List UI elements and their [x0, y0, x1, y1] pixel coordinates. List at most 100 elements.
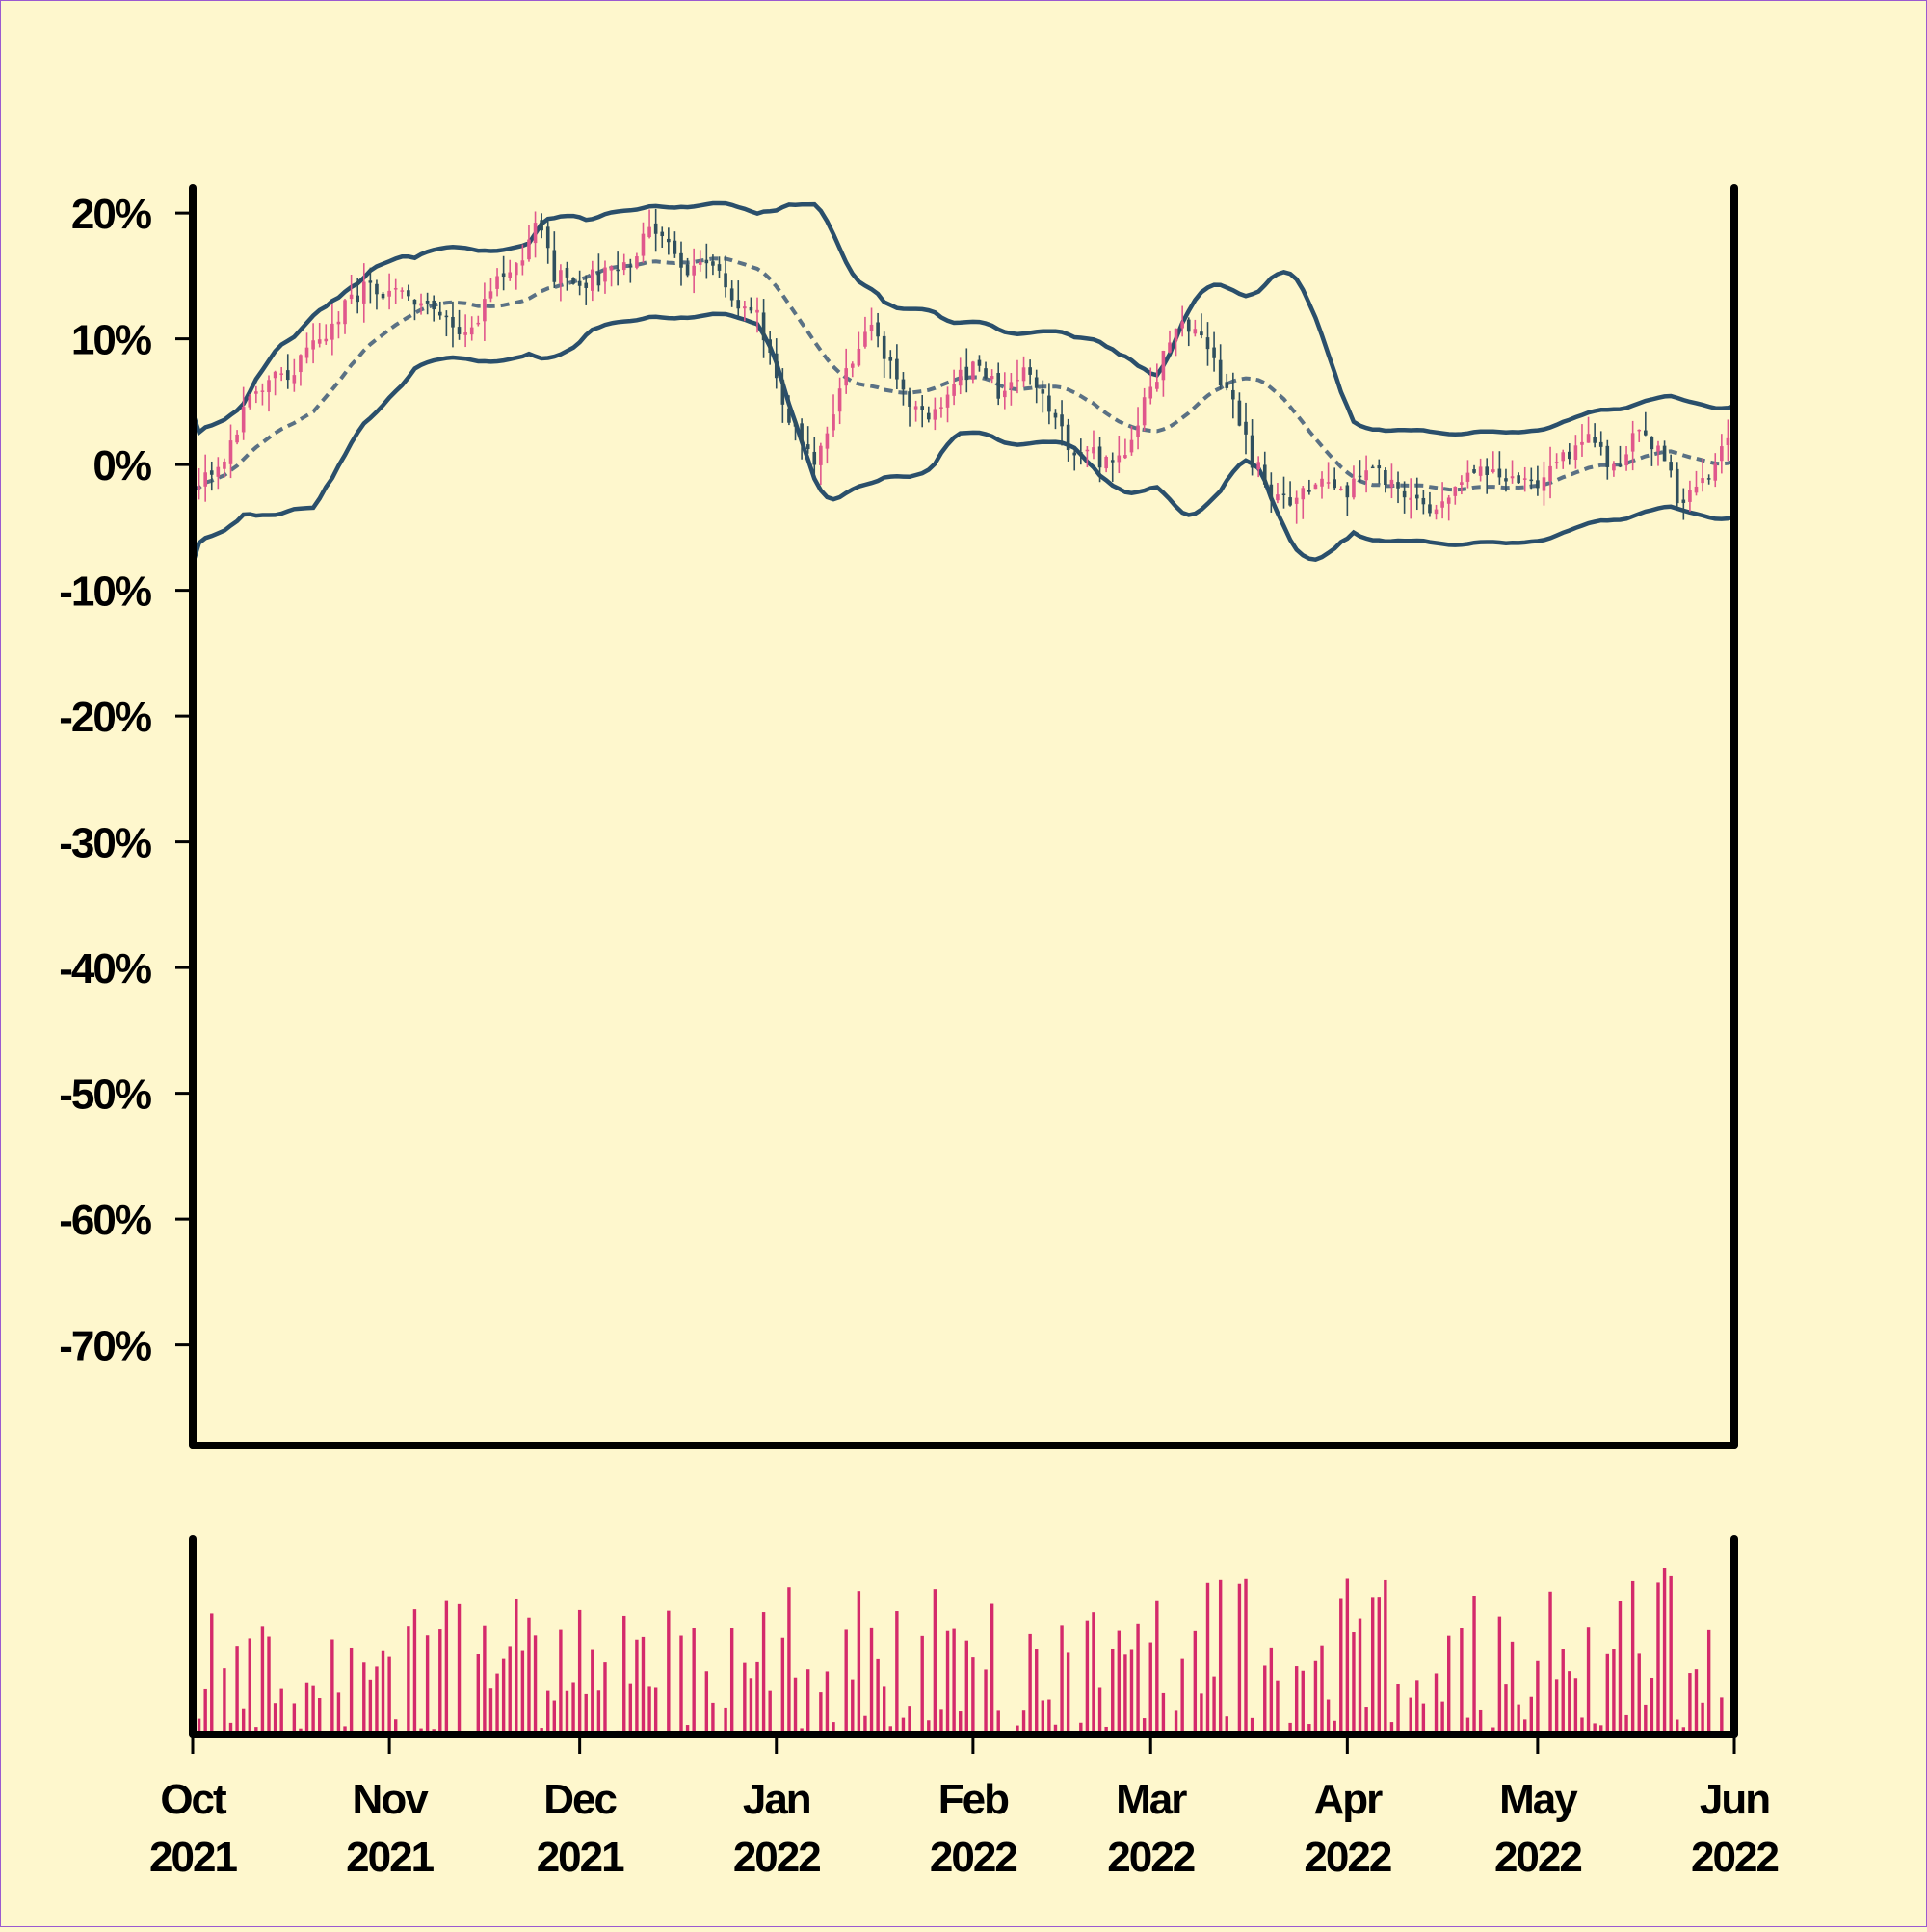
volume-bar: [1548, 1592, 1551, 1734]
candle-body: [1498, 469, 1502, 478]
candle-body: [203, 472, 207, 487]
candle-body: [419, 304, 423, 306]
volume-bar: [1440, 1702, 1443, 1734]
candle-body: [826, 434, 830, 449]
candle-body: [286, 370, 290, 380]
volume-bar: [387, 1657, 390, 1734]
volume-bar: [750, 1678, 752, 1734]
volume-bar: [1118, 1631, 1121, 1734]
volume-bar: [369, 1680, 372, 1734]
x-tick-year: 2022: [1691, 1834, 1778, 1881]
candle-body: [667, 239, 671, 242]
candle-body: [546, 226, 550, 248]
candle-body: [1548, 466, 1552, 481]
candle-body: [476, 323, 480, 325]
candle-body: [863, 331, 867, 346]
candle-body: [1574, 445, 1578, 460]
candle-body: [724, 273, 727, 287]
candle-body: [902, 380, 906, 390]
candle-body: [356, 296, 359, 302]
candle-body: [1529, 480, 1533, 482]
volume-bar: [908, 1706, 911, 1734]
volume-bar: [794, 1678, 797, 1734]
candle-body: [673, 241, 677, 254]
volume-bar: [755, 1662, 758, 1734]
candle-body: [387, 291, 391, 297]
candle-body: [1676, 469, 1679, 503]
candle-body: [242, 407, 246, 432]
candle-body: [964, 367, 968, 380]
candle-body: [534, 223, 538, 243]
volume-bar: [1346, 1578, 1349, 1734]
volume-bar: [1352, 1632, 1355, 1734]
candle-body: [1619, 464, 1623, 466]
volume-axes: [193, 1539, 1734, 1734]
volume-bar: [647, 1686, 650, 1734]
volume-bar: [1295, 1666, 1298, 1734]
candle-body: [324, 339, 328, 341]
candle-body: [705, 260, 709, 264]
volume-panel: Oct2021Nov2021Dec2021Jan2022Feb2022Mar20…: [149, 1539, 1778, 1881]
lower-band: [193, 314, 1734, 564]
candle-body: [375, 284, 379, 295]
candle-body: [559, 270, 563, 283]
candle-body: [812, 452, 816, 465]
volume-bar: [515, 1599, 517, 1734]
candle-body: [1155, 382, 1159, 389]
candle-body: [1231, 390, 1235, 399]
volume-bar: [870, 1628, 873, 1734]
volume-bar: [1327, 1700, 1330, 1734]
candle-body: [1010, 382, 1014, 388]
candle-body: [876, 322, 880, 336]
volume-bar: [642, 1637, 645, 1734]
volume-bar: [1530, 1697, 1533, 1734]
volume-bar: [1631, 1581, 1634, 1734]
candle-body: [1720, 446, 1724, 461]
candle-body: [311, 340, 315, 349]
volume-bar: [502, 1659, 505, 1734]
x-tick-year: 2021: [346, 1834, 434, 1881]
candle-body: [603, 268, 607, 282]
volume-bar: [274, 1703, 277, 1734]
volume-bar: [1536, 1661, 1539, 1734]
candle-body: [1282, 493, 1286, 495]
x-tick-year: 2022: [1494, 1834, 1581, 1881]
volume-bar: [819, 1692, 822, 1734]
candle-body: [1561, 452, 1565, 461]
volume-bar: [1060, 1625, 1063, 1734]
candle-body: [1377, 465, 1381, 468]
candle-body: [939, 407, 943, 409]
candle-body: [451, 317, 455, 328]
y-tick-label: -10%: [59, 569, 151, 616]
volume-bars: [191, 1568, 1735, 1734]
candle-body: [1713, 463, 1717, 480]
volume-bar: [210, 1613, 213, 1734]
candle-body: [750, 307, 753, 310]
candle-body: [1669, 462, 1673, 470]
candle-body: [248, 396, 251, 407]
y-tick-label: 20%: [71, 191, 151, 238]
candle-body: [1162, 351, 1166, 380]
candle-body: [1631, 433, 1635, 451]
volume-bar: [1219, 1580, 1222, 1734]
volume-bar: [1035, 1649, 1038, 1734]
candle-body: [870, 325, 874, 331]
candle-body: [1327, 482, 1331, 484]
volume-bar: [1149, 1643, 1152, 1734]
x-tick-month: Feb: [938, 1776, 1009, 1823]
candle-body: [527, 240, 531, 260]
candle-body: [1276, 494, 1280, 500]
x-tick-year: 2021: [149, 1834, 237, 1881]
candle-body: [851, 363, 855, 367]
candle-body: [1656, 446, 1660, 452]
x-tick-month: Jan: [743, 1776, 810, 1823]
candle-body: [1352, 479, 1356, 498]
candle-body: [1384, 470, 1387, 485]
volume-bar: [1517, 1705, 1519, 1734]
volume-bar: [362, 1662, 365, 1734]
candle-body: [718, 264, 722, 271]
price-axes: [193, 188, 1734, 1445]
candle-body: [610, 267, 614, 271]
candle-body: [362, 282, 366, 304]
volume-bar: [1695, 1669, 1698, 1734]
